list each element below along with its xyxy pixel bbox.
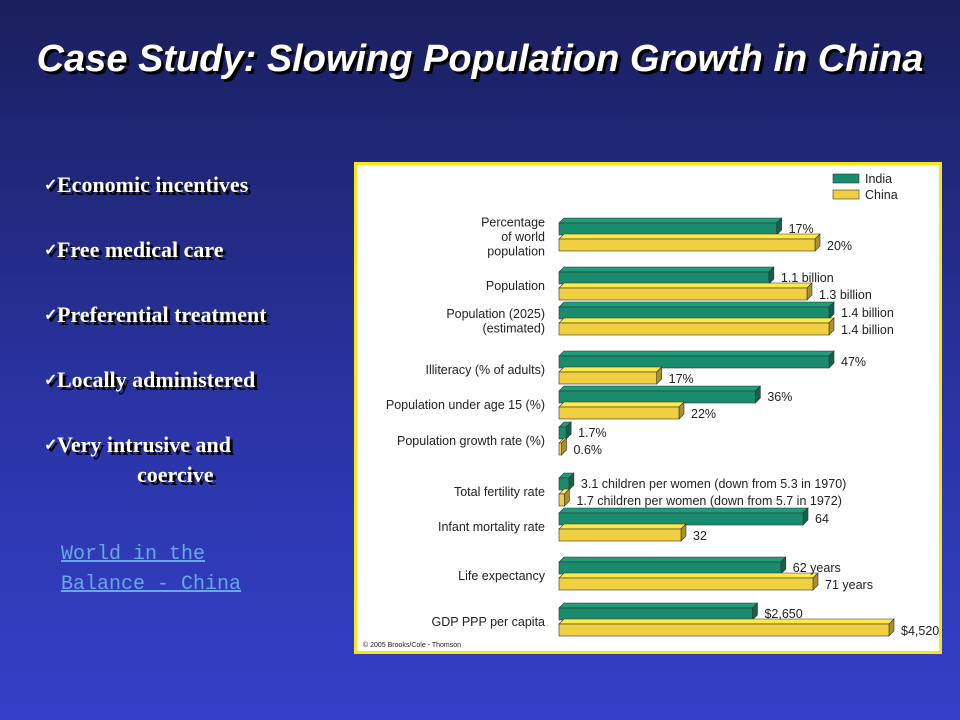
category-label-7-0: Infant mortality rate bbox=[438, 520, 545, 534]
bar-china-7 bbox=[558, 528, 682, 542]
value-label-china-2: 1.4 billion bbox=[841, 323, 894, 337]
bar-india-1 bbox=[558, 271, 770, 285]
value-label-india-4: 36% bbox=[767, 390, 792, 404]
value-label-china-6: 1.7 children per women (down from 5.7 in… bbox=[576, 494, 841, 508]
comparison-chart-figure: India China 17% 20% Percentage of world popula… bbox=[354, 162, 942, 654]
value-label-india-0: 17% bbox=[789, 222, 814, 236]
checkmark-icon: ✓ bbox=[44, 242, 58, 259]
bar-china-4 bbox=[558, 406, 680, 420]
category-label-9-0: GDP PPP per capita bbox=[432, 615, 546, 629]
value-label-china-1: 1.3 billion bbox=[819, 288, 872, 302]
category-label-8-0: Life expectancy bbox=[458, 569, 546, 583]
bar-india-7-top bbox=[558, 507, 809, 514]
category-label-0-2: population bbox=[487, 245, 545, 259]
value-label-india-8: 62 years bbox=[793, 561, 841, 575]
bullet-item: ✓ Preferential treatment bbox=[44, 300, 344, 365]
checkmark-icon: ✓ bbox=[44, 307, 58, 324]
category-label-2-0: Population (2025) bbox=[446, 307, 545, 321]
value-label-china-4: 22% bbox=[691, 407, 716, 421]
slide-title: Case Study: Slowing Population Growth in… bbox=[36, 38, 924, 80]
value-label-india-6: 3.1 children per women (down from 5.3 in… bbox=[581, 477, 846, 491]
bar-india-4-top bbox=[558, 385, 762, 392]
bullet-item: ✓ Free medical care bbox=[44, 235, 344, 300]
bar-india-0 bbox=[558, 222, 777, 236]
bullet-text: Very intrusive and bbox=[57, 432, 231, 457]
bar-china-2 bbox=[558, 322, 830, 336]
bar-india-6 bbox=[558, 477, 570, 491]
value-label-china-7: 32 bbox=[693, 529, 707, 543]
link-line-2: Balance - China bbox=[61, 573, 242, 596]
bar-china-9 bbox=[558, 623, 890, 637]
bar-india-9-top bbox=[558, 602, 759, 609]
bar-china-3-top bbox=[558, 366, 663, 373]
bullet-list: ✓ Economic incentives ✓ Free medical car… bbox=[44, 170, 344, 495]
bar-china-9-top bbox=[558, 618, 895, 625]
checkmark-icon: ✓ bbox=[44, 372, 58, 389]
bar-china-7-top bbox=[558, 523, 687, 530]
world-in-balance-link[interactable]: World in the Balance - China bbox=[61, 540, 291, 600]
bar-china-0-top bbox=[558, 233, 821, 240]
bar-india-4 bbox=[558, 390, 756, 404]
value-label-china-9: $4,520 bbox=[901, 624, 939, 638]
bar-china-8-top bbox=[558, 572, 819, 579]
bar-china-2-top bbox=[558, 317, 835, 324]
bar-china-0 bbox=[558, 238, 816, 252]
category-label-4-0: Population under age 15 (%) bbox=[386, 398, 545, 412]
legend-label-china: China bbox=[865, 188, 898, 202]
value-label-india-7: 64 bbox=[815, 512, 829, 526]
legend-swatch-india bbox=[832, 173, 860, 184]
bar-china-6 bbox=[558, 493, 565, 507]
bar-india-8 bbox=[558, 561, 782, 575]
bar-india-5 bbox=[558, 426, 567, 440]
checkmark-icon: ✓ bbox=[44, 177, 58, 194]
bar-india-1-top bbox=[558, 266, 775, 273]
bar-india-3-top bbox=[558, 350, 835, 357]
bar-india-7 bbox=[558, 512, 804, 526]
value-label-india-2: 1.4 billion bbox=[841, 306, 894, 320]
value-label-india-9: $2,650 bbox=[764, 607, 802, 621]
legend-label-india: India bbox=[865, 172, 892, 186]
bullet-item: ✓ Locally administered bbox=[44, 365, 344, 430]
category-label-0-0: Percentage bbox=[481, 216, 545, 230]
bar-china-1-top bbox=[558, 282, 813, 289]
value-label-china-8: 71 years bbox=[825, 578, 873, 592]
category-label-6-0: Total fertility rate bbox=[454, 485, 545, 499]
value-label-china-0: 20% bbox=[827, 239, 852, 253]
bar-china-3 bbox=[558, 371, 657, 385]
bullet-text: Economic incentives bbox=[57, 172, 249, 197]
bar-china-4-top bbox=[558, 401, 685, 408]
copyright-text: © 2005 Brooks/Cole - Thomson bbox=[363, 641, 461, 649]
bullet-item: ✓ Economic incentives bbox=[44, 170, 344, 235]
bullet-text: Preferential treatment bbox=[57, 302, 267, 327]
value-label-india-1: 1.1 billion bbox=[781, 271, 834, 285]
bar-india-3 bbox=[558, 355, 830, 369]
value-label-india-5: 1.7% bbox=[578, 426, 607, 440]
bar-china-8 bbox=[558, 577, 814, 591]
bar-india-0-top bbox=[558, 217, 783, 224]
legend-swatch-china bbox=[832, 189, 860, 200]
value-label-india-3: 47% bbox=[841, 355, 866, 369]
bullet-text: Locally administered bbox=[57, 367, 256, 392]
value-label-china-3: 17% bbox=[669, 372, 694, 386]
bullet-item: ✓ Very intrusive and coercive bbox=[44, 430, 344, 495]
value-label-china-5: 0.6% bbox=[574, 443, 603, 457]
bar-china-1 bbox=[558, 287, 808, 301]
bar-india-8-top bbox=[558, 556, 787, 563]
bullet-text-continuation: coercive bbox=[137, 462, 214, 487]
category-label-5-0: Population growth rate (%) bbox=[397, 434, 545, 448]
bar-india-2-top bbox=[558, 301, 835, 308]
category-label-2-1: (estimated) bbox=[482, 321, 545, 335]
bullet-text: Free medical care bbox=[57, 237, 224, 262]
bar-india-9 bbox=[558, 607, 753, 621]
category-label-3-0: Illiteracy (% of adults) bbox=[426, 363, 545, 377]
bar-china-5 bbox=[558, 442, 562, 456]
category-label-1-0: Population bbox=[486, 279, 545, 293]
link-line-1: World in the bbox=[61, 543, 206, 566]
checkmark-icon: ✓ bbox=[44, 437, 58, 454]
bar-india-2 bbox=[558, 306, 830, 320]
category-label-0-1: of world bbox=[501, 230, 545, 244]
